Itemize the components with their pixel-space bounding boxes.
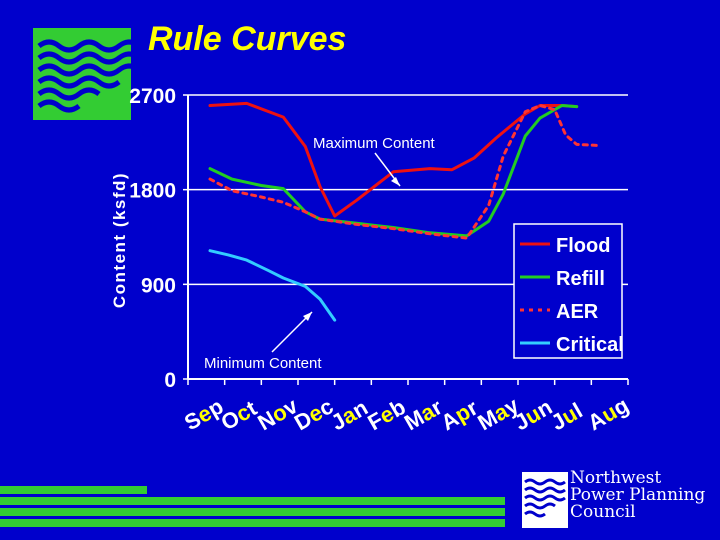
council-name-line: Northwest bbox=[570, 468, 662, 488]
y-tick-label: 2700 bbox=[129, 85, 176, 108]
council-name-line: Council bbox=[570, 502, 636, 522]
council-logo bbox=[520, 470, 710, 530]
legend-box bbox=[513, 223, 623, 359]
legend-label: Critical bbox=[556, 334, 624, 356]
x-tick-label: Feb bbox=[363, 394, 409, 435]
council-name: Northwest Power Planning Council bbox=[570, 470, 705, 521]
y-tick-label: 0 bbox=[164, 369, 176, 392]
annotation-minimum-content: Minimum Content bbox=[204, 355, 322, 372]
wave-logo-icon bbox=[33, 28, 141, 120]
series-line-aer bbox=[208, 104, 601, 240]
x-tick-label: Jul bbox=[547, 398, 587, 436]
legend-label: Flood bbox=[556, 235, 610, 257]
y-axis-title: Content (ksfd) bbox=[110, 172, 129, 308]
annotation-arrow bbox=[271, 311, 313, 353]
annotation-arrowhead bbox=[303, 312, 312, 321]
x-tick-label: Aug bbox=[583, 392, 633, 435]
series-line-critical bbox=[208, 249, 337, 322]
x-tick-label: Nov bbox=[253, 393, 302, 436]
annotation-maximum-content: Maximum Content bbox=[313, 135, 436, 152]
y-tick-label: 1800 bbox=[129, 180, 176, 203]
slide-title: Rule Curves bbox=[148, 20, 347, 58]
legend-label: Refill bbox=[556, 268, 605, 290]
legend-label: AER bbox=[556, 301, 599, 323]
annotation-arrowhead bbox=[391, 177, 400, 186]
footer-bars bbox=[0, 486, 505, 530]
council-name-line: Power Planning bbox=[570, 485, 706, 505]
y-tick-label: 900 bbox=[141, 274, 176, 297]
rule-curves-chart: 090018002700SepOctNovDecJanFebMarAprMayJ… bbox=[110, 85, 633, 436]
